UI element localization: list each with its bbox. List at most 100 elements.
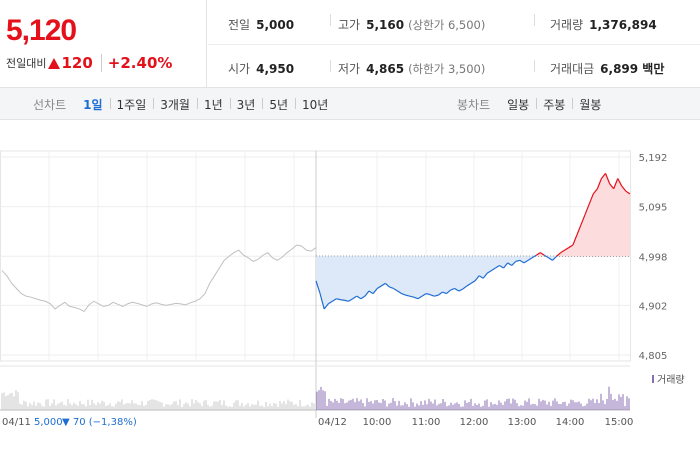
today-line-segment [482, 272, 488, 279]
today-line-segment [507, 262, 513, 266]
today-line-segment [584, 203, 590, 215]
today-line-segment [409, 295, 415, 298]
upper-limit: (상한가 6,500) [408, 18, 486, 32]
tab-weekly[interactable]: 주봉 [536, 96, 572, 113]
open-label: 시가 [228, 62, 251, 76]
today-line-segment [519, 259, 525, 264]
today-line-segment [535, 252, 541, 256]
today-line-segment [405, 294, 410, 297]
today-line-segment [454, 287, 460, 292]
today-line-segment [376, 285, 382, 289]
today-line-segment [348, 298, 354, 302]
today-line-segment [429, 294, 435, 297]
tab-1w[interactable]: 1주일 [109, 96, 154, 113]
today-line-segment [315, 280, 321, 294]
current-price: 5,120 [6, 14, 77, 47]
price-chart: 5,192 5,095 4,998 4,902 4,805 거래량 04/12 10:00 11… [0, 120, 700, 450]
chart-tabs: 선차트 1일 1주일 3개월 1년 3년 5년 10년 봉차트 일봉 주봉 월봉 [0, 88, 700, 120]
today-line-segment [425, 293, 431, 296]
today-line-segment [340, 299, 345, 301]
price-box: 5,120 전일대비 120 +2.40% [0, 0, 207, 88]
change-row: 전일대비 120 +2.40% [6, 54, 172, 72]
today-line-segment [568, 244, 574, 249]
today-line-segment [372, 288, 378, 294]
today-line-segment [466, 282, 472, 287]
today-line-segment [511, 260, 517, 266]
today-line-segment [462, 285, 468, 290]
today-line-segment [495, 264, 500, 269]
tab-daily[interactable]: 일봉 [507, 97, 530, 112]
down-area [316, 256, 630, 309]
tab-5y[interactable]: 5년 [262, 96, 295, 113]
today-line-segment [360, 295, 366, 300]
today-line-segment [364, 290, 370, 297]
today-line-segment [470, 280, 476, 284]
low-stat: 저가 4,865 (하한가 3,500) [338, 60, 485, 77]
y-tick-label: 4,902 [639, 301, 668, 312]
today-line-segment [609, 183, 615, 190]
prev-day-change: ▼ 70 (−1,38%) [62, 417, 137, 428]
volume-legend-swatch [652, 375, 654, 383]
prev-day-line [1, 244, 317, 313]
prev-close-label: 전일 [228, 18, 251, 32]
today-line-segment [356, 295, 362, 300]
today-line-segment [397, 290, 402, 295]
today-line-segment [588, 193, 594, 205]
today-line-segment [499, 264, 504, 269]
today-line-segment [401, 293, 406, 296]
today-line-segment [380, 282, 386, 287]
tab-monthly[interactable]: 월봉 [572, 96, 608, 113]
turnover-label: 거래대금 [550, 62, 595, 76]
x-tick-label: 04/12 [318, 417, 347, 428]
today-line-segment [592, 188, 598, 195]
today-line-segment [474, 275, 480, 282]
today-line-segment [613, 178, 619, 189]
today-line-segment [458, 288, 464, 292]
volume-value: 1,376,894 [589, 18, 657, 32]
prev-close-value: 5,000 [256, 18, 295, 32]
x-tick-label: 13:00 [508, 417, 537, 428]
today-line-segment [580, 214, 586, 225]
today-line-segment [393, 287, 398, 292]
today-line-segment [560, 249, 566, 254]
today-line-segment [503, 262, 509, 269]
volume-legend-label: 거래량 [657, 374, 685, 386]
change-percent: +2.40% [100, 54, 172, 72]
y-tick-label: 5,192 [639, 153, 668, 164]
today-line-segment [572, 234, 578, 246]
lower-limit: (하한가 3,500) [408, 62, 486, 76]
today-line-segment [413, 296, 419, 300]
today-line-segment [434, 294, 439, 297]
today-line-segment [548, 257, 553, 261]
change-label: 전일대비 [6, 57, 47, 70]
x-tick-label: 10:00 [363, 417, 392, 428]
today-line-segment [617, 178, 623, 187]
today-line-segment [523, 259, 529, 264]
tab-10y[interactable]: 10년 [295, 96, 335, 113]
today-line-segment [625, 190, 631, 195]
line-chart-title: 선차트 [33, 97, 67, 112]
today-line-segment [344, 299, 349, 302]
today-line-segment [446, 289, 451, 295]
today-line-segment [437, 291, 443, 296]
candle-chart-tabs: 봉차트 일봉 주봉 월봉 [457, 88, 608, 120]
line-chart-tabs: 선차트 1일 1주일 3개월 1년 3년 5년 10년 [33, 88, 335, 120]
up-arrow-icon [48, 57, 61, 69]
tab-3m[interactable]: 3개월 [153, 96, 197, 113]
turnover-stat: 거래대금 6,899 백만 [550, 60, 664, 77]
tab-1d[interactable]: 1일 [83, 97, 103, 112]
tab-1y[interactable]: 1년 [196, 96, 230, 113]
x-tick-label: 15:00 [605, 417, 634, 428]
today-line-segment [336, 298, 341, 301]
today-line-segment [564, 247, 570, 251]
today-line-segment [319, 293, 325, 310]
today-line-segment [384, 282, 390, 288]
stock-summary: 5,120 전일대비 120 +2.40% 전일 5,000 고가 5,160 … [0, 0, 700, 88]
y-tick-label: 4,805 [639, 351, 668, 362]
volume-label: 거래량 [550, 18, 584, 32]
x-tick-label: 14:00 [556, 417, 585, 428]
today-line-segment [556, 252, 562, 257]
tab-3y[interactable]: 3년 [229, 96, 263, 113]
today-line-segment [552, 255, 558, 261]
today-line-segment [323, 303, 329, 310]
